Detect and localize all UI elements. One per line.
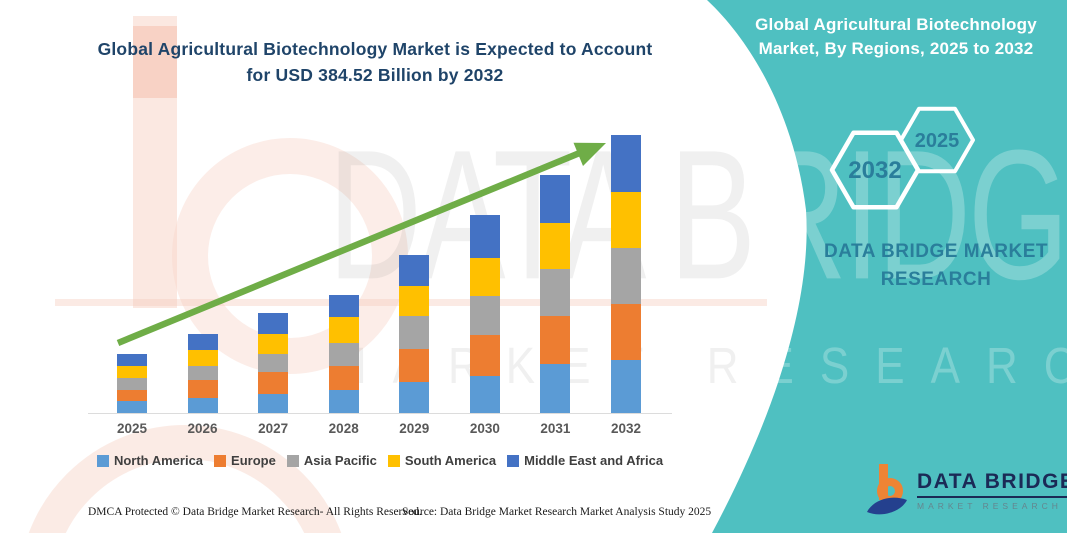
stacked-bar-2027 bbox=[258, 313, 289, 413]
dbmr-logo-wordmark: DATA BRIDGE MARKET RESEARCH bbox=[917, 470, 1067, 511]
watermark-swoosh-arc bbox=[28, 425, 342, 533]
bar-segment bbox=[258, 372, 289, 394]
page-title-line-1: Global Agricultural Biotechnology Market… bbox=[97, 39, 653, 59]
legend-item: Asia Pacific bbox=[286, 453, 377, 468]
bar-segment bbox=[399, 316, 430, 349]
bar-segment bbox=[540, 175, 571, 224]
dmca-notice: DMCA Protected © Data Bridge Market Rese… bbox=[88, 506, 422, 518]
bar-segment bbox=[258, 354, 289, 373]
legend-label: Europe bbox=[231, 453, 276, 468]
x-axis-label: 2028 bbox=[328, 421, 359, 436]
legend-item: North America bbox=[96, 453, 204, 468]
bar-segment bbox=[187, 349, 218, 367]
legend-label: Asia Pacific bbox=[303, 453, 377, 468]
bar-segment bbox=[328, 365, 359, 390]
bar-segment bbox=[258, 394, 289, 413]
bar-segment bbox=[187, 380, 218, 398]
bar-segment bbox=[540, 315, 571, 364]
bar-segment bbox=[540, 223, 571, 269]
page-title: Global Agricultural Biotechnology Market… bbox=[95, 36, 655, 89]
bar-segment bbox=[469, 375, 500, 413]
stacked-bar-2030 bbox=[469, 215, 500, 413]
bar-segment bbox=[328, 294, 359, 318]
x-axis-label: 2031 bbox=[540, 421, 571, 436]
legend-swatch bbox=[286, 454, 299, 467]
x-axis-label: 2032 bbox=[610, 421, 641, 436]
legend-swatch bbox=[214, 454, 227, 467]
bar-segment bbox=[610, 191, 641, 249]
year-hexagons: 2032 2025 bbox=[829, 106, 975, 210]
x-axis-label: 2025 bbox=[116, 421, 148, 436]
legend-item: Europe bbox=[214, 453, 276, 468]
dbmr-logo-icon bbox=[867, 464, 907, 515]
bar-segment bbox=[469, 296, 500, 335]
hexagon-2032-label: 2032 bbox=[848, 157, 901, 184]
bar-segment bbox=[117, 378, 147, 390]
bar-segment bbox=[258, 334, 289, 355]
stacked-bar-2029 bbox=[399, 254, 430, 413]
legend-label: South America bbox=[404, 453, 497, 468]
bar-segment bbox=[399, 382, 430, 413]
stacked-bar-2031 bbox=[540, 175, 571, 413]
bar-segment bbox=[610, 359, 641, 413]
legend-label: North America bbox=[113, 453, 204, 468]
stacked-bar-2025 bbox=[117, 353, 147, 413]
teal-panel-path bbox=[707, 0, 1067, 533]
x-axis-label: 2026 bbox=[187, 421, 218, 436]
legend-label: Middle East and Africa bbox=[524, 453, 664, 468]
bar-segment bbox=[399, 348, 430, 383]
bar-segment bbox=[399, 286, 430, 317]
bar-segment bbox=[399, 254, 430, 287]
bar-segment bbox=[610, 304, 641, 360]
logo-tagline-text: MARKET RESEARCH bbox=[917, 500, 1062, 511]
chart-legend: North America Europe Asia Pacific South Ame… bbox=[88, 453, 672, 468]
bar-segment bbox=[469, 334, 500, 376]
source-note: Source: Data Bridge Market Research Mark… bbox=[402, 506, 712, 518]
bar-segment bbox=[469, 258, 500, 297]
hexagon-2025-label: 2025 bbox=[915, 130, 960, 152]
x-axis-labels: 2025 2026 2027 2028 2029 2030 2031 2032 bbox=[0, 421, 1067, 439]
brand-name-text: DATA BRIDGE MARKET RESEARCH bbox=[824, 241, 1048, 290]
bar-segment bbox=[540, 268, 571, 316]
bar-segment bbox=[187, 397, 218, 413]
stacked-bar-2028 bbox=[328, 294, 359, 413]
logo-d-swoosh bbox=[867, 497, 907, 515]
bar-segment bbox=[187, 366, 218, 381]
bar-segment bbox=[469, 215, 500, 259]
legend-swatch bbox=[387, 454, 400, 467]
logo-brand-text: DATA BRIDGE bbox=[917, 470, 1067, 498]
bar-segment bbox=[328, 342, 359, 366]
bar-segment bbox=[610, 248, 641, 305]
x-axis-label: 2030 bbox=[469, 421, 500, 436]
bar-segment bbox=[610, 135, 641, 192]
bar-segment bbox=[328, 317, 359, 343]
bar-segment bbox=[117, 400, 147, 413]
watermark-b-stem-top bbox=[133, 26, 177, 98]
x-axis-label: 2029 bbox=[399, 421, 430, 436]
bar-segment bbox=[187, 333, 218, 350]
stacked-bar-2032 bbox=[610, 135, 641, 413]
x-axis-label: 2027 bbox=[258, 421, 289, 436]
bar-segment bbox=[540, 363, 571, 413]
stacked-bar-2026 bbox=[187, 333, 218, 413]
legend-swatch bbox=[96, 454, 109, 467]
bar-segment bbox=[117, 366, 147, 379]
side-panel-title: Global Agricultural Biotechnology Market… bbox=[755, 15, 1037, 58]
legend-item: South America bbox=[387, 453, 497, 468]
page-title-line-2: for USD 384.52 Billion by 2032 bbox=[246, 65, 504, 86]
dbmr-logo: DATA BRIDGE MARKET RESEARCH bbox=[865, 462, 1067, 518]
bar-segment bbox=[328, 389, 359, 413]
hexagon-2032 bbox=[829, 130, 921, 210]
stacked-bar-chart bbox=[88, 128, 672, 414]
logo-b-bowl bbox=[877, 478, 903, 504]
legend-swatch bbox=[507, 454, 520, 467]
bar-segment bbox=[117, 353, 147, 367]
bar-segment bbox=[117, 389, 147, 401]
hexagon-2025 bbox=[899, 106, 975, 174]
bar-segment bbox=[258, 313, 289, 335]
legend-item: Middle East and Africa bbox=[507, 453, 663, 468]
